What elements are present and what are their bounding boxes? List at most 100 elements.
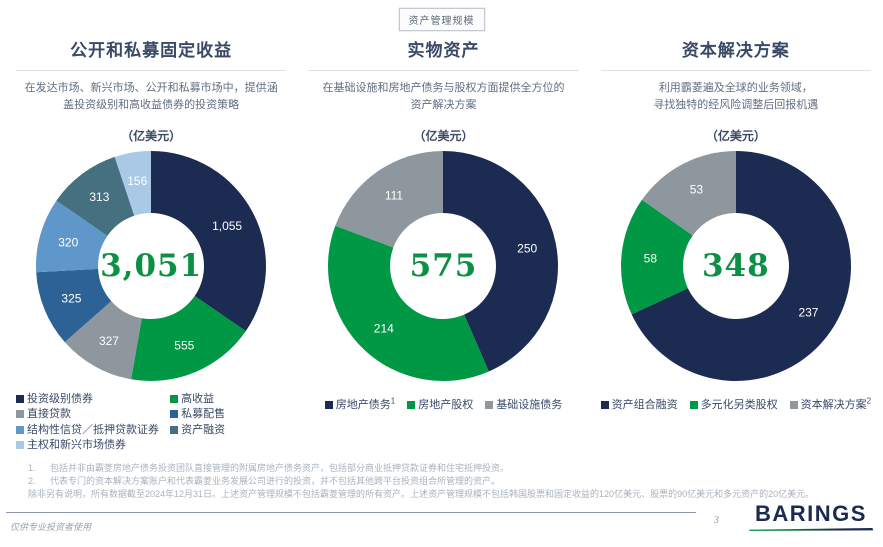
- legend-label: 结构性信贷／抵押贷款证券: [27, 423, 159, 436]
- column-description: 在发达市场、新兴市场、公开和私募市场中，提供涵 盖投资级别和高收益债券的投资策略: [24, 82, 278, 112]
- slice-value-label: 111: [385, 188, 404, 202]
- footnote-general: 除非另有说明，所有数据截至2024年12月31日。上述资产管理规模不包括霸菱管理…: [28, 488, 865, 501]
- legend-swatch-icon: [170, 395, 179, 403]
- legend-swatch-icon: [170, 410, 179, 419]
- footnotes: 1. 包括并非由霸菱房地产债务投资团队直接管理的附属房地产债务资产，包括部分商业…: [28, 462, 865, 501]
- donut-slice: [36, 268, 112, 343]
- legend-label: 资本解决方案2: [800, 396, 872, 411]
- slice-value-label: 250: [518, 242, 538, 256]
- column-description: 利用霸菱遍及全球的业务领域， 寻找独特的经风险调整后回报机遇: [653, 82, 819, 112]
- legend-capital-solutions: 资产组合融资 多元化另类股权 资本解决方案2: [600, 396, 872, 412]
- slice-value-label: 237: [798, 305, 818, 319]
- legend-item: 高收益: [170, 392, 225, 406]
- footer-divider: [6, 512, 696, 513]
- legend-item: 投资级别债券: [16, 392, 170, 406]
- legend-label: 高收益: [181, 393, 215, 405]
- legend-label: 资产融资: [181, 423, 226, 436]
- unit-label: （亿美元）: [705, 129, 766, 143]
- donut-chart-real-assets: 250 214 111: [328, 151, 559, 382]
- legend-swatch-icon: [16, 395, 24, 403]
- legend-item: 基础设施债务: [485, 398, 562, 412]
- barings-logo: BARINGS: [749, 501, 873, 531]
- title-divider: [16, 70, 287, 71]
- donut-slice: [443, 151, 559, 372]
- legend-label: 资产组合融资: [611, 399, 678, 411]
- donut-wrap-capital-solutions: 237 58 53 348: [618, 148, 854, 384]
- disclaimer-note: 仅供专业投资者使用: [10, 522, 92, 532]
- footnote-2: 2. 代表专门的资本解决方案账户和代表霸菱业务发展公司进行的投资，并不包括其他跨…: [28, 475, 865, 488]
- legend-fixed-income: 投资级别债券 直接贷款 结构性信贷／抵押贷款证券 主权和新兴市场债券 高收益 私募配售 资产…: [16, 392, 286, 452]
- legend-item: 资本解决方案2: [789, 396, 872, 412]
- chart-columns: 公开和私募固定收益 在发达市场、新兴市场、公开和私募市场中，提供涵 盖投资级别和…: [16, 30, 871, 452]
- legend-label: 直接贷款: [27, 408, 71, 421]
- aum-header-tag: 资产管理规模: [398, 8, 485, 31]
- page-number: 3: [714, 515, 719, 526]
- donut-slice: [620, 199, 693, 315]
- unit-label: （亿美元）: [413, 129, 474, 143]
- legend-swatch-icon: [16, 410, 24, 419]
- donut-wrap-fixed-income: 1,055 555 327 325 320 313 156 3,051: [33, 148, 269, 384]
- footnote-number: 1.: [28, 463, 36, 473]
- donut-slice: [151, 151, 267, 332]
- slice-value-label: 555: [174, 338, 194, 352]
- legend-label: 房地产债务1: [335, 396, 396, 411]
- column-description: 在基础设施和房地产债务与股权方面提供全方位的 资产解决方案: [322, 82, 565, 112]
- legend-swatch-icon: [600, 401, 609, 409]
- slice-value-label: 320: [58, 236, 78, 250]
- legend-real-assets: 房地产债务1 房地产股权 基础设施债务: [308, 396, 578, 412]
- legend-item: 私募配售: [170, 407, 225, 421]
- legend-column: 投资级别债券 直接贷款结构性信贷／抵押贷款证券 主权和新兴市场债券: [16, 392, 170, 452]
- column-fixed-income: 公开和私募固定收益 在发达市场、新兴市场、公开和私募市场中，提供涵 盖投资级别和…: [16, 30, 287, 452]
- donut-slice: [56, 156, 135, 236]
- legend-item: 主权和新兴市场债券: [16, 438, 170, 452]
- donut-slice: [335, 151, 444, 248]
- footnote-text: 除非另有说明，所有数据截至2024年12月31日。上述资产管理规模不包括霸菱管理…: [28, 489, 815, 500]
- legend-column: 高收益私募配售资产融资: [170, 392, 225, 452]
- donut-slice: [641, 151, 736, 236]
- unit-label: （亿美元）: [121, 129, 182, 143]
- donut-wrap-real-assets: 250 214 111 575: [325, 148, 561, 384]
- legend-swatch-icon: [407, 401, 416, 409]
- donut-slice: [131, 296, 246, 381]
- legend-item: 结构性信贷／抵押贷款证券: [16, 423, 170, 437]
- slice-value-label: 214: [374, 321, 394, 335]
- slice-value-label: 327: [99, 334, 119, 348]
- legend-label: 投资级别债券: [27, 393, 93, 405]
- legend-label: 房地产股权: [418, 399, 474, 411]
- column-capital-solutions: 资本解决方案 利用霸菱遍及全球的业务领域， 寻找独特的经风险调整后回报机遇 （亿…: [600, 30, 872, 452]
- footnote-1: 1. 包括并非由霸菱房地产债务投资团队直接管理的附属房地产债务资产，包括部分商业…: [28, 462, 865, 475]
- legend-swatch-icon: [16, 425, 24, 434]
- footnote-text: 包括并非由霸菱房地产债务投资团队直接管理的附属房地产债务资产，包括部分商业抵押贷…: [50, 463, 510, 473]
- legend-swatch-icon: [324, 401, 333, 409]
- legend-item: 资产组合融资: [600, 398, 678, 412]
- donut-slice: [36, 200, 108, 273]
- title-divider: [308, 70, 579, 71]
- legend-label: 基础设施债务: [496, 399, 563, 411]
- legend-swatch-icon: [170, 425, 179, 434]
- legend-item: 资产融资: [170, 423, 225, 437]
- slice-value-label: 156: [127, 174, 147, 188]
- donut-slice: [64, 301, 142, 380]
- legend-swatch-icon: [485, 401, 494, 409]
- donut-slice: [114, 151, 152, 216]
- donut-slice: [631, 151, 851, 381]
- legend-label: 私募配售: [181, 408, 226, 421]
- barings-logo-text: BARINGS: [755, 501, 867, 526]
- legend-item: 房地产股权: [407, 398, 473, 412]
- column-title: 实物资产: [407, 41, 480, 60]
- title-divider: [600, 70, 871, 71]
- footnote-text: 代表专门的资本解决方案账户和代表霸菱业务发展公司进行的投资，并不包括其他跨平台投…: [50, 476, 501, 487]
- barings-logo-swoosh-icon: [749, 528, 873, 531]
- legend-swatch-icon: [689, 401, 698, 409]
- donut-chart-capital-solutions: 237 58 53: [620, 151, 851, 381]
- legend-swatch-icon: [789, 401, 798, 409]
- legend-item: 多元化另类股权: [689, 398, 778, 412]
- column-title: 公开和私募固定收益: [70, 41, 233, 60]
- donut-chart-fixed-income: 1,055 555 327 325 320 313 156: [36, 151, 267, 381]
- legend-swatch-icon: [16, 440, 24, 449]
- slice-value-label: 325: [62, 292, 82, 306]
- slice-value-label: 58: [643, 251, 657, 265]
- legend-label: 多元化另类股权: [700, 399, 778, 411]
- column-real-assets: 实物资产 在基础设施和房地产债务与股权方面提供全方位的 资产解决方案 （亿美元）…: [308, 30, 579, 452]
